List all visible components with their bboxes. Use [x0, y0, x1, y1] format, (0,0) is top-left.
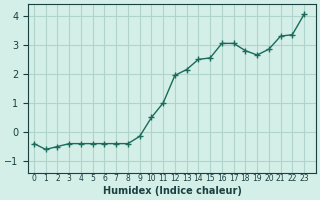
X-axis label: Humidex (Indice chaleur): Humidex (Indice chaleur) [102, 186, 241, 196]
